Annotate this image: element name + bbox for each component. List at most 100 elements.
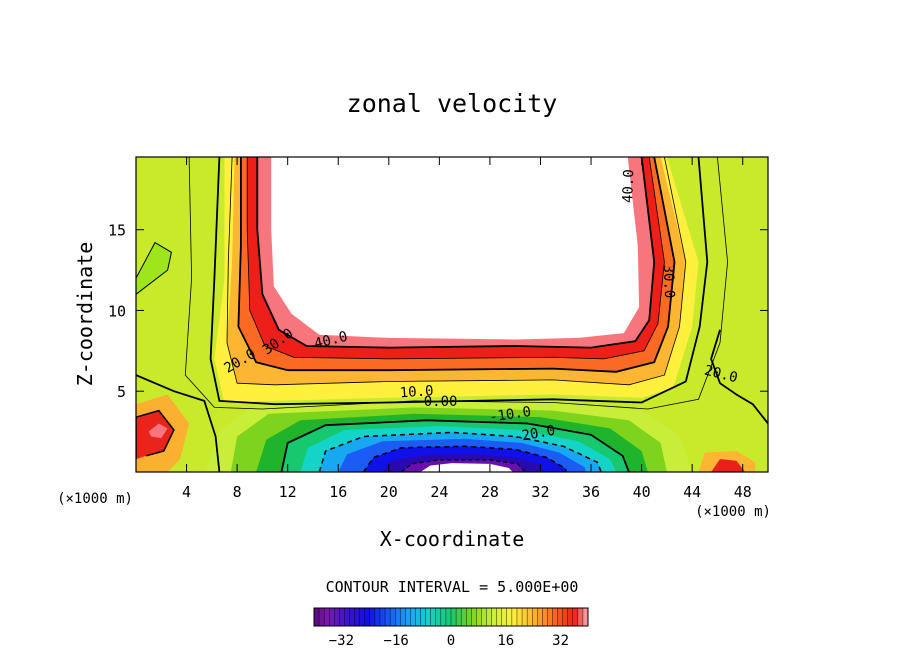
contour-label-text: 0.00 (424, 394, 458, 410)
colorbar-cell (537, 607, 543, 627)
x-tick-label: 48 (734, 483, 752, 501)
colorbar-tick-label: 16 (497, 633, 514, 649)
colorbar-cell (552, 607, 559, 627)
contour-label-7: 0.00 (424, 394, 458, 410)
colorbar-cell (359, 607, 366, 627)
contour-label-6: 10.0 (399, 383, 434, 401)
colorbar-cell (466, 607, 472, 627)
x-unit-right: (×1000 m) (695, 504, 771, 520)
colorbar-cell (394, 607, 401, 627)
contour-label-8: -10.0 (488, 404, 532, 426)
x-tick-label: 4 (182, 483, 191, 501)
x-axis: 4 8 12 16 20 24 28 32 36 40 44 48 (182, 157, 752, 501)
colorbar-cell (440, 607, 447, 627)
colorbar-tick-label: −32 (329, 633, 354, 649)
colorbar-cell (582, 607, 589, 627)
contour-interval-note: CONTOUR INTERVAL = 5.000E+00 (326, 578, 579, 596)
colorbar-cell (425, 607, 432, 627)
y-tick-label: 15 (108, 222, 126, 240)
contour-label-9: -20.0 (512, 423, 556, 446)
contour-m10 (318, 431, 602, 472)
colorbar-cell (496, 607, 503, 627)
colorbar-cell (389, 607, 396, 627)
contour-m20 (362, 445, 567, 472)
contour-label-text: 10.0 (399, 383, 434, 401)
y-axis-label: Z-coordinate (73, 242, 97, 387)
x-tick-label: 12 (279, 483, 297, 501)
band-left-low-hot (148, 423, 168, 439)
contour-label-text: 40.0 (313, 329, 350, 353)
colorbar-cell (318, 607, 325, 627)
colorbar-cell (542, 607, 548, 627)
colorbar-cell (420, 607, 427, 627)
plot-frame (135, 156, 769, 473)
x-tick-label: 24 (430, 483, 448, 501)
colorbar-cell (430, 607, 437, 627)
x-tick-label: 8 (233, 483, 242, 501)
contour-label-text: -10.0 (488, 404, 532, 426)
colorbar-cell (410, 607, 416, 627)
velocity-field: 40.030.040.030.020.0 20.010.00.00-10.0-20… (136, 157, 768, 472)
contour-15 (184, 157, 729, 410)
chart-title: zonal velocity (347, 89, 558, 118)
colorbar-cell (354, 607, 361, 627)
colorbar-cell (486, 607, 493, 627)
colorbar-cell (547, 607, 553, 627)
contour-left-low (136, 409, 175, 460)
colorbar-cell (521, 607, 528, 627)
colorbar-cell (445, 607, 452, 627)
contour-label-2: 40.0 (313, 329, 350, 353)
x-tick-label: 28 (481, 483, 499, 501)
colorbar-cell (501, 607, 508, 627)
colorbar-cell (511, 607, 518, 627)
x-unit-left: (×1000 m) (57, 491, 133, 507)
colorbar-cell (506, 607, 513, 627)
colorbar-cell (334, 607, 340, 627)
band-right-low-red (711, 459, 746, 472)
colorbar-cell (364, 607, 371, 627)
contour-35 (246, 157, 665, 360)
colorbar-cell (481, 607, 488, 627)
colorbar-tick-label: 32 (552, 633, 569, 649)
colorbar-cell (557, 607, 564, 627)
colorbar-cell (572, 607, 579, 627)
contour-label-1: 30.0 (660, 264, 677, 298)
colorbar-cell (384, 607, 391, 627)
colorbar-cell (526, 607, 533, 627)
colorbar-cell (313, 607, 320, 627)
x-axis-label: X-coordinate (380, 527, 525, 551)
x-tick-label: 16 (329, 483, 347, 501)
contour-20 (209, 157, 709, 406)
colorbar-cell (379, 607, 386, 627)
colorbar-cell (435, 607, 442, 627)
colorbar-cell (516, 607, 523, 627)
contour-40 (256, 157, 656, 349)
y-axis: 5 10 15 (108, 222, 768, 401)
contour-30 (237, 157, 676, 373)
band-max (271, 157, 640, 340)
colorbar-cell (374, 607, 381, 627)
x-tick-label: 20 (380, 483, 398, 501)
colorbar-tick-label: −16 (384, 633, 409, 649)
colorbar (313, 607, 589, 627)
band-left-lobe-green (136, 242, 172, 295)
colorbar-cell (562, 607, 569, 627)
x-tick-label: 36 (582, 483, 600, 501)
y-tick-label: 10 (108, 302, 126, 320)
contour-10 (136, 374, 221, 472)
colorbar-tick-labels: −32 −16 0 16 32 (329, 633, 569, 649)
contour-m30 (400, 459, 526, 472)
colorbar-cell (349, 607, 356, 627)
colorbar-cell (329, 607, 335, 627)
colorbar-cell (400, 607, 406, 627)
contour-label-5: 20.0 (703, 363, 740, 387)
contour-label-text: 40.0 (620, 169, 637, 203)
colorbar-cell (476, 607, 482, 627)
contour-label-text: 30.0 (660, 264, 677, 298)
colorbar-cell (455, 607, 462, 627)
colorbar-tick-label: 0 (447, 633, 455, 649)
colorbar-cell (577, 607, 584, 627)
colorbar-cell (344, 607, 351, 627)
x-tick-label: 32 (531, 483, 549, 501)
